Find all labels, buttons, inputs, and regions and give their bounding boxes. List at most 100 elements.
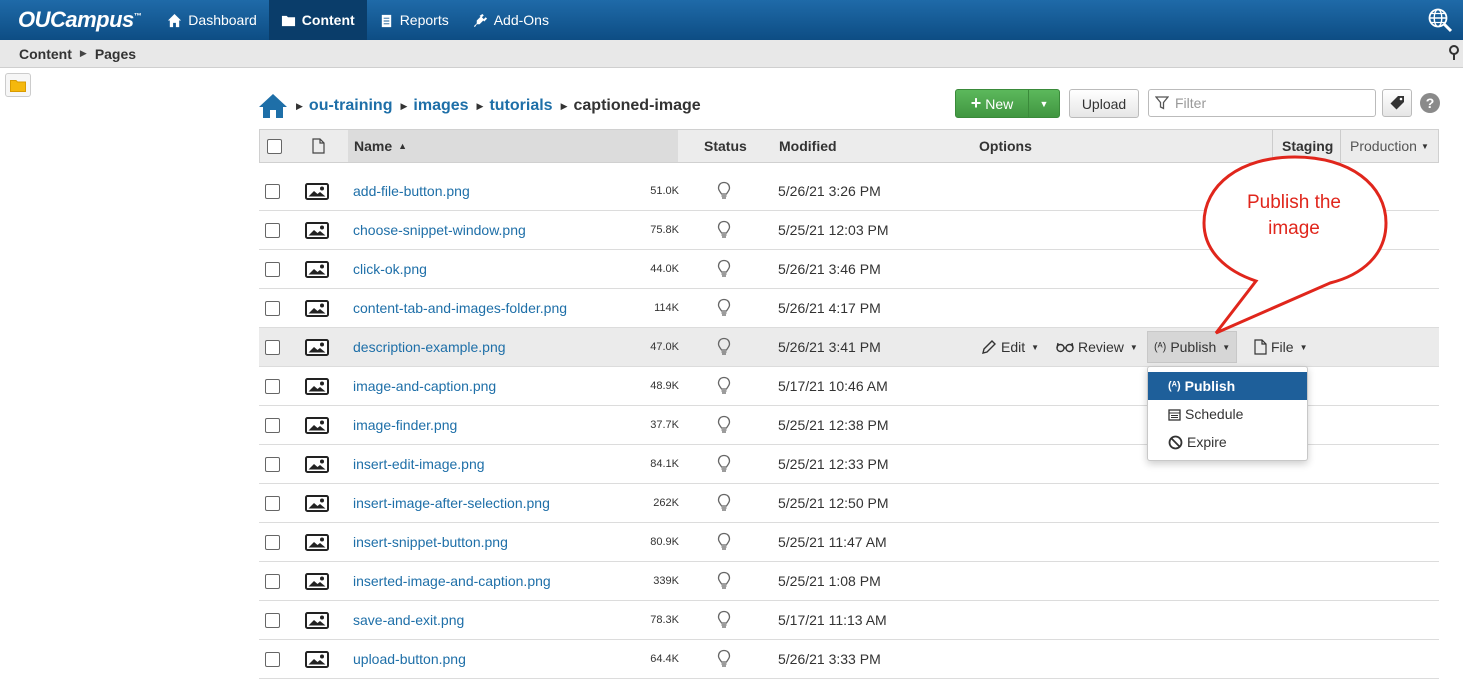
status-lightbulb-icon — [717, 250, 731, 288]
table-row[interactable]: image-and-caption.png 48.9K 5/17/21 10:46 … — [259, 367, 1439, 406]
ban-icon — [1168, 435, 1183, 449]
file-size: 114K — [654, 302, 679, 314]
table-row[interactable]: choose-snippet-window.png 75.8K 5/25/21 12… — [259, 211, 1439, 250]
folder-icon — [281, 15, 295, 26]
table-row[interactable]: click-ok.png 44.0K 5/26/21 3:46 PM — [259, 250, 1439, 289]
caret-down-icon: ▼ — [1299, 342, 1308, 352]
new-dropdown-toggle[interactable]: ▼ — [1029, 99, 1059, 109]
table-row[interactable]: content-tab-and-images-folder.png 114K 5/2… — [259, 289, 1439, 328]
row-checkbox[interactable] — [265, 339, 280, 355]
file-name-link[interactable]: save-and-exit.png — [353, 612, 465, 628]
table-row[interactable]: save-and-exit.png 78.3K 5/17/21 11:13 AM — [259, 601, 1439, 640]
row-checkbox[interactable] — [265, 612, 280, 628]
table-row[interactable]: insert-snippet-button.png 80.9K 5/25/21 11… — [259, 523, 1439, 562]
file-size: 44.0K — [650, 263, 679, 275]
edit-menu-label: Edit — [1001, 339, 1026, 355]
filter-input[interactable] — [1173, 94, 1363, 112]
edit-menu[interactable]: Edit ▼ — [981, 328, 1039, 366]
path-item-ou-training[interactable]: ou-training — [308, 97, 393, 114]
callout-bubble — [1202, 155, 1388, 335]
nav-content[interactable]: Content — [268, 0, 367, 40]
map-pin-icon[interactable] — [1449, 45, 1459, 61]
publish-menu-expire[interactable]: Expire — [1148, 428, 1307, 456]
tags-button[interactable] — [1382, 89, 1412, 117]
row-checkbox[interactable] — [265, 495, 280, 511]
table-row[interactable]: add-file-button.png 51.0K 5/26/21 3:26 PM — [259, 172, 1439, 211]
file-name-link[interactable]: content-tab-and-images-folder.png — [353, 300, 568, 316]
publish-menu-schedule[interactable]: Schedule — [1148, 400, 1307, 428]
file-menu-label: File — [1271, 339, 1294, 355]
publish-menu-toggle[interactable]: (ᴬ) Publish ▼ — [1147, 331, 1238, 363]
image-file-icon — [305, 406, 329, 444]
row-checkbox[interactable] — [265, 456, 280, 472]
globe-search-icon[interactable] — [1427, 7, 1453, 33]
file-name-link[interactable]: insert-image-after-selection.png — [353, 495, 550, 511]
file-name-link[interactable]: description-example.png — [353, 339, 506, 355]
modified-column-header[interactable]: Modified — [779, 138, 837, 154]
help-icon[interactable]: ? — [1420, 93, 1440, 113]
upload-button[interactable]: Upload — [1069, 89, 1139, 118]
name-column-header[interactable]: Name ▲ — [348, 130, 678, 162]
home-icon[interactable] — [258, 93, 288, 119]
file-size: 64.4K — [650, 653, 679, 665]
review-menu[interactable]: Review ▼ — [1056, 328, 1138, 366]
row-checkbox[interactable] — [265, 417, 280, 433]
table-row[interactable]: inserted-image-and-caption.png 339K 5/25/2… — [259, 562, 1439, 601]
nav-dashboard[interactable]: Dashboard — [155, 0, 269, 40]
row-checkbox[interactable] — [265, 261, 280, 277]
row-checkbox[interactable] — [265, 534, 280, 550]
file-size: 75.8K — [650, 224, 679, 236]
publish-menu-label: Publish — [1170, 339, 1217, 355]
path-item-tutorials[interactable]: tutorials — [489, 97, 553, 114]
file-name-link[interactable]: upload-button.png — [353, 651, 466, 667]
row-checkbox[interactable] — [265, 222, 280, 238]
staging-tab[interactable]: Staging — [1272, 130, 1340, 162]
file-size: 48.9K — [650, 380, 679, 392]
nav-reports-label: Reports — [399, 12, 449, 28]
table-row[interactable]: upload-button.png 64.4K 5/26/21 3:33 PM — [259, 640, 1439, 679]
table-row[interactable]: insert-edit-image.png 84.1K 5/25/21 12:33 … — [259, 445, 1439, 484]
publish-menu-publish[interactable]: (ᴬ) Publish — [1148, 372, 1307, 400]
file-name-link[interactable]: inserted-image-and-caption.png — [353, 573, 551, 589]
file-name-link[interactable]: image-and-caption.png — [353, 378, 497, 394]
top-navbar: OUCampus™ Dashboard Content Reports Add-… — [0, 0, 1463, 40]
row-checkbox[interactable] — [265, 651, 280, 667]
new-button[interactable]: + New — [956, 90, 1029, 117]
chevron-right-icon: ▶ — [79, 48, 87, 58]
file-type-header[interactable] — [312, 130, 325, 162]
file-name-link[interactable]: click-ok.png — [353, 261, 427, 277]
file-name-link[interactable]: choose-snippet-window.png — [353, 222, 526, 238]
row-checkbox[interactable] — [265, 573, 280, 589]
folder-tree-toggle[interactable] — [5, 73, 31, 97]
breadcrumb-pages[interactable]: Pages — [94, 45, 137, 62]
row-checkbox-cell — [265, 523, 280, 561]
pencil-icon — [982, 340, 996, 354]
nav-addons[interactable]: Add-Ons — [461, 0, 561, 40]
table-row[interactable]: image-finder.png 37.7K 5/25/21 12:38 PM — [259, 406, 1439, 445]
table-row[interactable]: description-example.png 47.0K 5/26/21 3:41… — [259, 328, 1439, 367]
caret-down-icon: ▼ — [1222, 342, 1231, 352]
image-file-icon — [305, 601, 329, 639]
file-name-link[interactable]: insert-snippet-button.png — [353, 534, 508, 550]
row-checkbox[interactable] — [265, 300, 280, 316]
file-size: 78.3K — [650, 614, 679, 626]
caret-down-icon: ▼ — [1129, 342, 1138, 352]
file-name-link[interactable]: add-file-button.png — [353, 183, 470, 199]
nav-reports[interactable]: Reports — [367, 0, 461, 40]
callout-line-1: Publish the — [1246, 192, 1341, 213]
select-all-checkbox[interactable] — [267, 138, 282, 154]
file-name-link[interactable]: insert-edit-image.png — [353, 456, 485, 472]
file-menu[interactable]: File ▼ — [1254, 328, 1307, 366]
path-item-images[interactable]: images — [413, 97, 469, 114]
breadcrumb-content[interactable]: Content — [19, 45, 72, 62]
app-logo[interactable]: OUCampus™ — [18, 7, 142, 32]
row-checkbox[interactable] — [265, 183, 280, 199]
file-name-link[interactable]: image-finder.png — [353, 417, 458, 433]
name-header-label: Name — [354, 138, 393, 154]
production-dropdown[interactable]: Production ▼ — [1340, 130, 1438, 162]
row-checkbox[interactable] — [265, 378, 280, 394]
modified-date: 5/25/21 12:03 PM — [778, 222, 889, 238]
modified-date: 5/26/21 3:26 PM — [778, 183, 881, 199]
sort-ascending-icon: ▲ — [398, 141, 408, 151]
table-row[interactable]: insert-image-after-selection.png 262K 5/25… — [259, 484, 1439, 523]
